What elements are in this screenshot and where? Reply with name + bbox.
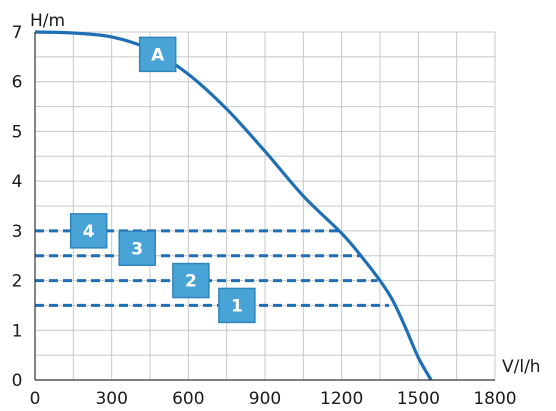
pump-curve-a — [34, 30, 433, 381]
grid — [34, 31, 496, 381]
badge-point-3: 3 — [118, 230, 156, 267]
badges: A 4 3 2 1 — [69, 36, 256, 324]
badge-point-1-box — [218, 287, 256, 324]
y-tick-label: 5 — [12, 122, 23, 142]
y-tick-label: 3 — [12, 222, 23, 242]
badge-point-2: 2 — [172, 262, 210, 299]
axes — [34, 32, 495, 381]
y-axis-label: H/m — [30, 11, 65, 31]
badge-point-3-label: 3 — [131, 239, 143, 259]
badge-point-3-box — [118, 230, 156, 267]
x-tick-label: 300 — [95, 389, 127, 409]
x-axis-label: V/l/h — [502, 357, 541, 377]
y-tick-label: 1 — [12, 321, 23, 341]
badge-curve-a-box — [138, 36, 177, 73]
badge-point-4-box — [69, 213, 108, 249]
x-tick-label: 1500 — [397, 389, 440, 409]
badge-curve-a: A — [138, 36, 177, 73]
badge-point-1-label: 1 — [231, 296, 243, 316]
x-tick-label: 600 — [172, 389, 204, 409]
x-tick-label: 1200 — [320, 389, 363, 409]
x-tick-label: 0 — [30, 389, 41, 409]
y-tick-label: 7 — [12, 23, 23, 43]
tick-labels: 0 300 600 900 1200 1500 1800 0 1 2 3 4 5 6 7 — [12, 23, 517, 409]
badge-point-4-label: 4 — [83, 222, 95, 242]
y-tick-label: 6 — [12, 73, 23, 93]
y-tick-label: 4 — [12, 172, 23, 192]
x-tick-label: 900 — [249, 389, 281, 409]
y-tick-label: 0 — [12, 371, 23, 391]
badge-point-1: 1 — [218, 287, 256, 324]
badge-curve-a-label: A — [151, 45, 165, 65]
y-tick-label: 2 — [12, 272, 23, 292]
badge-point-2-label: 2 — [185, 272, 197, 292]
badge-point-4: 4 — [69, 213, 108, 249]
x-tick-label: 1800 — [473, 389, 516, 409]
badge-point-2-box — [172, 262, 210, 299]
